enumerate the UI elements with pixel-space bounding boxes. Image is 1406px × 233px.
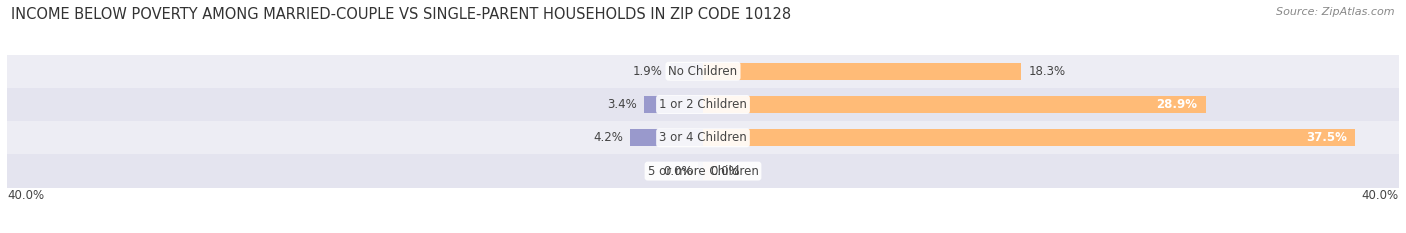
Text: INCOME BELOW POVERTY AMONG MARRIED-COUPLE VS SINGLE-PARENT HOUSEHOLDS IN ZIP COD: INCOME BELOW POVERTY AMONG MARRIED-COUPL… <box>11 7 792 22</box>
Bar <box>7 121 1399 154</box>
Text: 5 or more Children: 5 or more Children <box>648 164 758 178</box>
Text: Source: ZipAtlas.com: Source: ZipAtlas.com <box>1277 7 1395 17</box>
Text: 0.0%: 0.0% <box>710 164 740 178</box>
Bar <box>703 162 717 180</box>
Bar <box>7 154 1399 188</box>
Text: 40.0%: 40.0% <box>7 189 44 202</box>
Bar <box>630 129 703 147</box>
Bar <box>669 63 703 80</box>
Bar <box>697 162 703 180</box>
Text: 3 or 4 Children: 3 or 4 Children <box>659 131 747 144</box>
Bar <box>703 63 1021 80</box>
Text: 37.5%: 37.5% <box>1306 131 1347 144</box>
Text: 3.4%: 3.4% <box>607 98 637 111</box>
Text: 18.3%: 18.3% <box>1028 65 1066 78</box>
Text: 4.2%: 4.2% <box>593 131 623 144</box>
Bar <box>644 96 703 113</box>
Text: No Children: No Children <box>668 65 738 78</box>
Text: 1.9%: 1.9% <box>633 65 664 78</box>
Bar <box>703 129 1355 147</box>
Text: 40.0%: 40.0% <box>1362 189 1399 202</box>
Bar <box>7 55 1399 88</box>
Text: 1 or 2 Children: 1 or 2 Children <box>659 98 747 111</box>
Bar <box>7 88 1399 121</box>
Bar <box>703 96 1206 113</box>
Text: 0.0%: 0.0% <box>664 164 693 178</box>
Text: 28.9%: 28.9% <box>1156 98 1197 111</box>
